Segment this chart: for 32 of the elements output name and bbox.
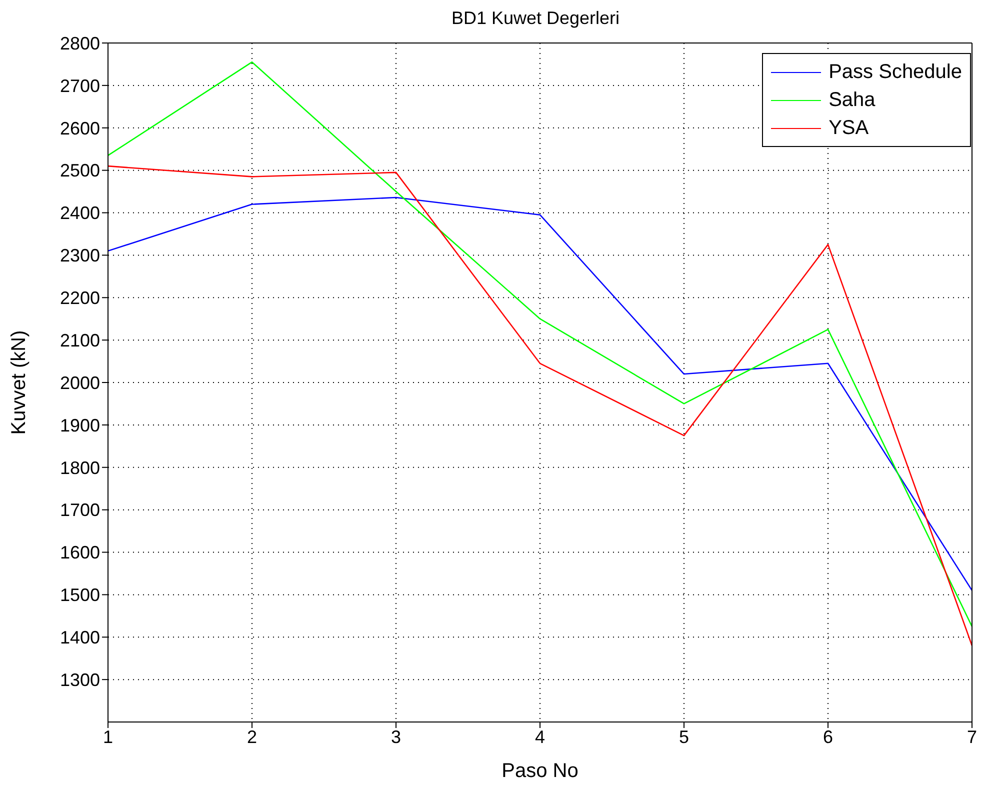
y-tick-label: 2600 <box>60 118 100 138</box>
x-tick-label: 4 <box>534 726 546 747</box>
y-tick-label: 1500 <box>60 585 100 606</box>
legend-label: YSA <box>828 116 869 140</box>
y-tick-label: 1300 <box>60 670 100 690</box>
y-tick-label: 2200 <box>60 288 100 308</box>
y-tick-label: 2400 <box>60 203 100 224</box>
y-tick-label: 1700 <box>60 500 100 520</box>
y-tick-label: 1600 <box>60 542 100 563</box>
y-tick-label: 2300 <box>60 246 100 266</box>
y-tick-label: 1400 <box>60 628 100 648</box>
x-tick-label: 6 <box>822 726 834 747</box>
chart-title: BD1 Kuwet Degerleri <box>450 8 621 30</box>
y-tick-label: 2500 <box>60 160 100 181</box>
y-tick-label: 2000 <box>60 372 100 393</box>
line-series <box>108 61 972 628</box>
line-series <box>108 196 972 592</box>
x-tick-label: 1 <box>102 726 114 747</box>
x-axis-title: Paso No <box>502 760 578 782</box>
y-tick-label: 1900 <box>60 415 100 436</box>
y-tick-label: 2100 <box>60 330 100 350</box>
line-series <box>108 165 972 646</box>
y-tick-label: 2700 <box>60 76 100 96</box>
x-tick-label: 3 <box>390 726 402 747</box>
y-axis-title: Kuvvet (kN) <box>8 330 30 435</box>
legend-label: Pass Schedule <box>828 60 962 84</box>
y-tick-label: 1800 <box>60 458 100 478</box>
legend-label: Saha <box>828 88 876 112</box>
x-tick-label: 2 <box>246 726 258 747</box>
x-tick-label: 7 <box>966 726 978 747</box>
y-tick-label: 2800 <box>60 33 100 54</box>
x-tick-label: 5 <box>678 726 690 747</box>
